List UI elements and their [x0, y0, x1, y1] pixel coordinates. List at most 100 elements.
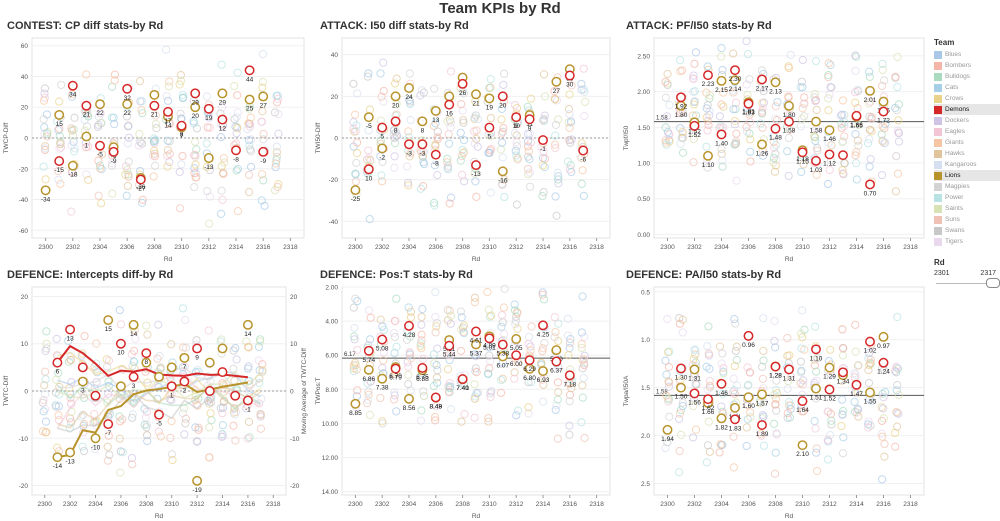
background-team-point: [66, 355, 75, 364]
background-team-point: [378, 321, 387, 330]
background-team-point: [717, 145, 726, 154]
background-team-point: [444, 139, 454, 148]
background-team-point: [827, 420, 836, 429]
background-team-point: [379, 97, 388, 106]
lions-point: [363, 364, 374, 375]
legend-item-kangaroos[interactable]: Kangaroos: [934, 159, 1000, 170]
legend-item-suns[interactable]: Suns: [934, 214, 1000, 225]
lions-data-label: -10: [91, 444, 101, 451]
chart-pos-t[interactable]: 2.00 4.00 6.00 8.00 10.00 12.00 14.00 2300 2302 2…: [312, 281, 620, 521]
demons-data-label: 8.48: [429, 403, 442, 410]
legend-item-power[interactable]: Power: [934, 192, 1000, 203]
background-team-point: [256, 337, 265, 346]
legend-item-bombers[interactable]: Bombers: [934, 60, 1000, 71]
demons-data-label: 8: [180, 132, 184, 139]
background-team-point: [784, 171, 793, 181]
background-team-point: [390, 391, 399, 400]
chart-i50-diff[interactable]: -40 -20 0 20 40 2300 2302 2304 2306 2308 2310 2312 2…: [312, 32, 620, 264]
lions-data-label: 6.07: [496, 362, 509, 369]
demons-point: [149, 100, 160, 111]
legend-item-magpies[interactable]: Magpies: [934, 181, 1000, 192]
background-team-point: [431, 416, 440, 425]
legend-item-saints[interactable]: Saints: [934, 203, 1000, 214]
lions-point: [67, 160, 78, 171]
background-team-point: [53, 166, 63, 176]
legend-item-blues[interactable]: Blues: [934, 49, 1000, 60]
x-tick-label: 2318: [266, 501, 281, 508]
demons-point: [797, 147, 808, 158]
x-tick-label: 2300: [38, 244, 53, 251]
demons-point: [716, 129, 727, 140]
lions-point: [166, 362, 177, 373]
background-team-point: [230, 81, 239, 91]
lions-point: [242, 319, 253, 330]
demons-point: [824, 149, 835, 160]
x-axis-label: Rd: [472, 513, 481, 520]
background-team-point: [349, 364, 358, 373]
demons-point: [770, 123, 781, 134]
background-team-point: [123, 139, 132, 148]
legend-item-cats[interactable]: Cats: [934, 82, 1000, 93]
lions-data-label: 1.31: [688, 375, 701, 382]
chart-pf-i50[interactable]: 0.00 0.50 1.00 1.50 2.00 2.50 2300 2302 2304 2306…: [620, 32, 932, 264]
y-tick-label: 0.50: [637, 196, 650, 203]
background-team-point: [797, 114, 807, 123]
round-slider[interactable]: [934, 278, 1000, 288]
legend-item-demons[interactable]: Demons: [934, 104, 1000, 115]
background-team-point: [838, 137, 848, 146]
background-team-point: [579, 64, 588, 73]
background-team-point: [70, 113, 79, 122]
legend-item-dockers[interactable]: Dockers: [934, 115, 1000, 126]
background-team-point: [41, 144, 50, 153]
background-team-point: [70, 144, 79, 153]
chart-cp-diff[interactable]: -60 -40 -20 0 20 40 60 2300 2302 2304 2306 2308 2310…: [0, 32, 312, 264]
background-team-point: [757, 109, 767, 118]
demons-point: [838, 150, 848, 161]
background-team-point: [578, 292, 587, 301]
legend-item-eagles[interactable]: Eagles: [934, 126, 1000, 137]
background-team-point: [206, 409, 215, 418]
legend-item-hawks[interactable]: Hawks: [934, 148, 1000, 159]
background-team-point: [526, 346, 535, 355]
background-team-point: [772, 155, 781, 164]
background-team-point: [550, 87, 559, 96]
background-team-point: [664, 397, 673, 406]
demons-data-label: 2.23: [702, 81, 715, 88]
demons-point: [716, 378, 727, 389]
legend-item-tigers[interactable]: Tigers: [934, 236, 1000, 247]
background-team-point: [892, 105, 901, 115]
x-tick-label: 2310: [164, 501, 179, 508]
background-team-point: [349, 303, 358, 312]
background-team-point: [690, 345, 699, 354]
background-team-point: [580, 433, 589, 443]
background-team-point: [429, 350, 438, 359]
background-team-point: [499, 80, 508, 89]
legend-item-giants[interactable]: Giants: [934, 137, 1000, 148]
background-team-point: [140, 420, 149, 429]
background-team-point: [165, 149, 174, 159]
y-tick-label: 1.00: [637, 161, 650, 168]
legend-item-bulldogs[interactable]: Bulldogs: [934, 71, 1000, 82]
background-team-point: [127, 453, 137, 463]
round-slider-handle[interactable]: [986, 278, 1000, 288]
background-team-point: [691, 48, 701, 57]
legend-item-swans[interactable]: Swans: [934, 225, 1000, 236]
background-team-point: [405, 347, 414, 356]
background-team-point: [82, 170, 91, 179]
background-team-point: [353, 296, 362, 306]
background-team-point: [38, 427, 48, 436]
demons-point: [676, 363, 686, 374]
background-team-point: [717, 440, 726, 450]
background-team-point: [783, 384, 792, 393]
background-team-point: [191, 173, 200, 182]
lions-point: [484, 93, 495, 104]
background-team-point: [551, 192, 560, 201]
background-team-point: [403, 178, 413, 187]
chart-pa-i50[interactable]: 0.5 1.0 1.5 2.0 2.5 2300 2302 2304 2306 2308 2310 2…: [620, 281, 932, 521]
y-tick-label: 0.5: [641, 289, 650, 296]
background-team-point: [691, 425, 701, 434]
background-team-point: [470, 293, 480, 302]
legend-item-lions[interactable]: Lions: [934, 170, 1000, 181]
legend-item-crows[interactable]: Crows: [934, 93, 1000, 104]
